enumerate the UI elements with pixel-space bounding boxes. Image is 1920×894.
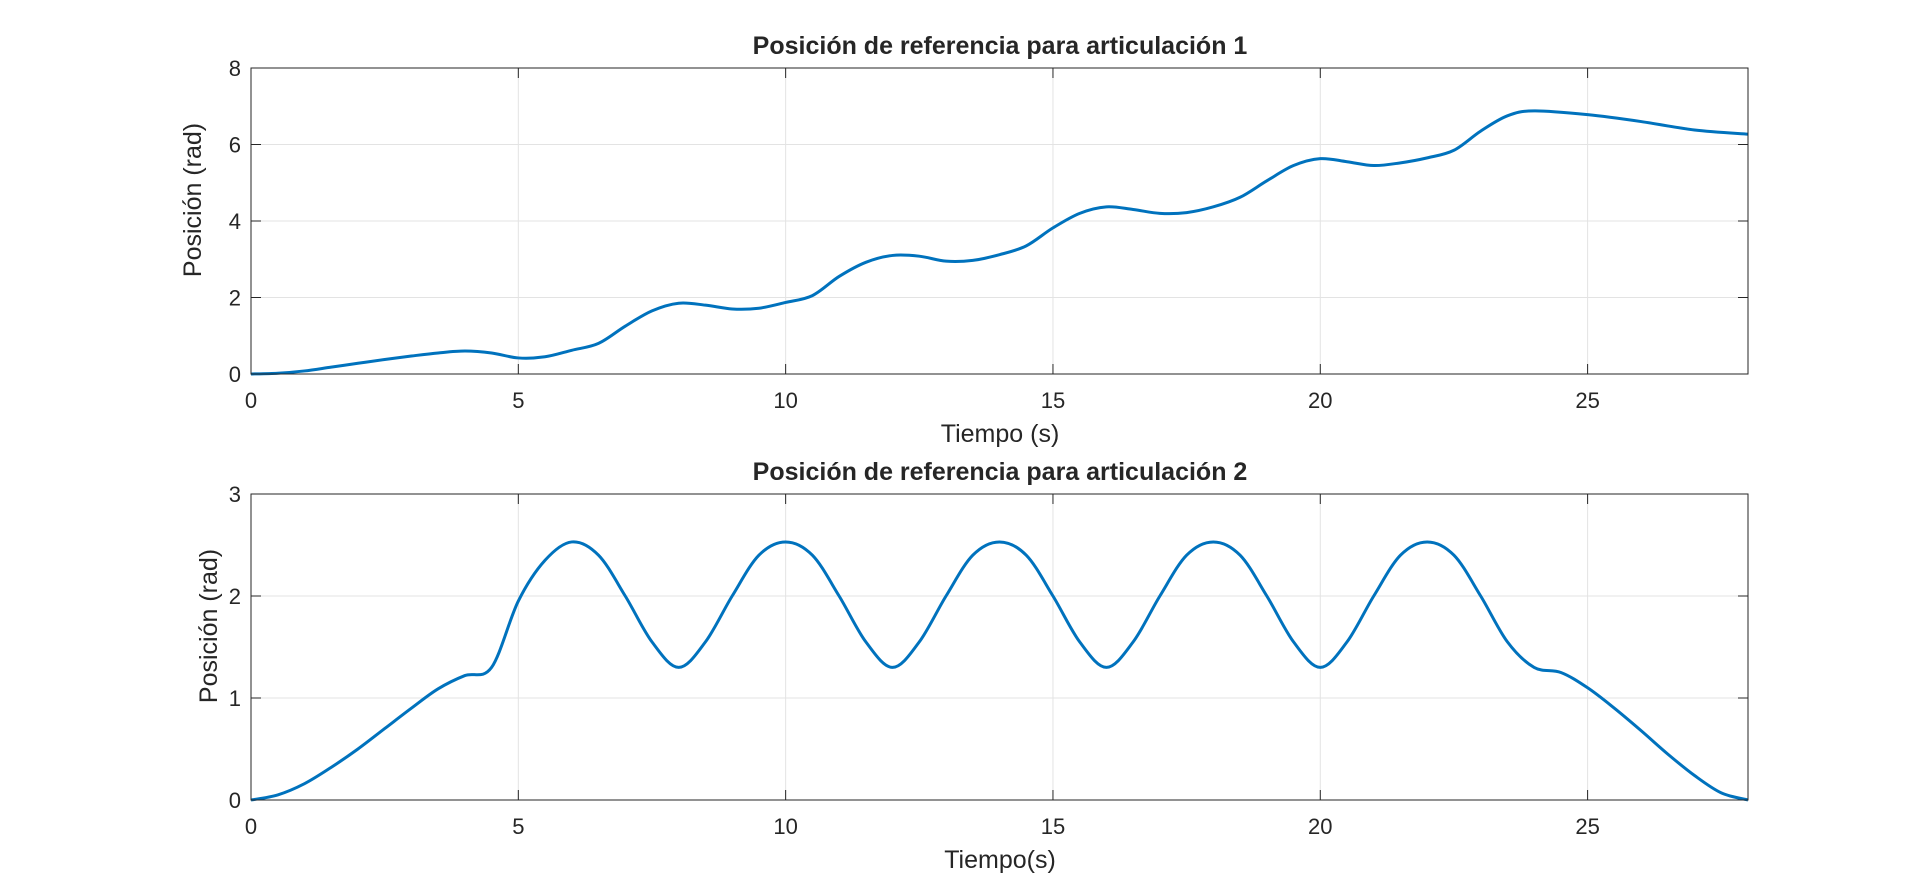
subplot-2-ytick-label: 0 <box>229 788 241 813</box>
subplot-2-series-line <box>250 540 1749 802</box>
subplot-1-xtick-label: 5 <box>512 388 524 413</box>
subplot-2-xtick-label: 15 <box>1041 814 1065 839</box>
subplot-1: Posición de referencia para articulación… <box>179 32 1749 448</box>
subplot-2-xtick-label: 20 <box>1308 814 1332 839</box>
subplot-1-ytick-label: 2 <box>229 286 241 311</box>
subplot-1-title: Posición de referencia para articulación… <box>753 32 1248 60</box>
subplot-1-xtick-label: 10 <box>773 388 797 413</box>
subplot-2-axes-box <box>250 493 1749 801</box>
subplot-1-xtick-label: 25 <box>1575 388 1599 413</box>
subplot-2-ytick-label: 1 <box>229 686 241 711</box>
subplot-1-ticks: 0 5 10 15 20 25 0 2 4 6 8 <box>229 56 1748 413</box>
subplot-2-xtick-label: 0 <box>245 814 257 839</box>
subplot-2-xtick-label: 10 <box>773 814 797 839</box>
subplot-2-xlabel: Tiempo(s) <box>944 846 1056 874</box>
subplot-2-ticks: 0 5 10 15 20 25 0 1 2 3 <box>229 482 1748 839</box>
subplot-1-xtick-label: 15 <box>1041 388 1065 413</box>
subplot-1-ylabel: Posición (rad) <box>179 123 207 277</box>
subplot-2-xtick-label: 25 <box>1575 814 1599 839</box>
subplot-1-xlabel: Tiempo (s) <box>941 420 1060 448</box>
subplot-1-ytick-label: 8 <box>229 56 241 81</box>
subplot-1-axes-box <box>250 67 1749 375</box>
subplot-2-ytick-label: 2 <box>229 584 241 609</box>
subplot-1-ytick-label: 0 <box>229 362 241 387</box>
subplot-1-ytick-label: 4 <box>229 209 241 234</box>
subplot-1-grid <box>251 68 1748 374</box>
subplot-2: Posición de referencia para articulación… <box>195 458 1749 874</box>
subplot-2-ylabel: Posición (rad) <box>195 549 223 703</box>
subplot-1-xtick-label: 20 <box>1308 388 1332 413</box>
subplot-2-grid <box>251 494 1748 800</box>
subplot-2-title: Posición de referencia para articulación… <box>753 458 1248 486</box>
subplot-1-xtick-label: 0 <box>245 388 257 413</box>
subplot-1-ytick-label: 6 <box>229 133 241 158</box>
subplot-1-series-line <box>250 109 1749 376</box>
subplot-2-ytick-label: 3 <box>229 482 241 507</box>
subplot-2-xtick-label: 5 <box>512 814 524 839</box>
